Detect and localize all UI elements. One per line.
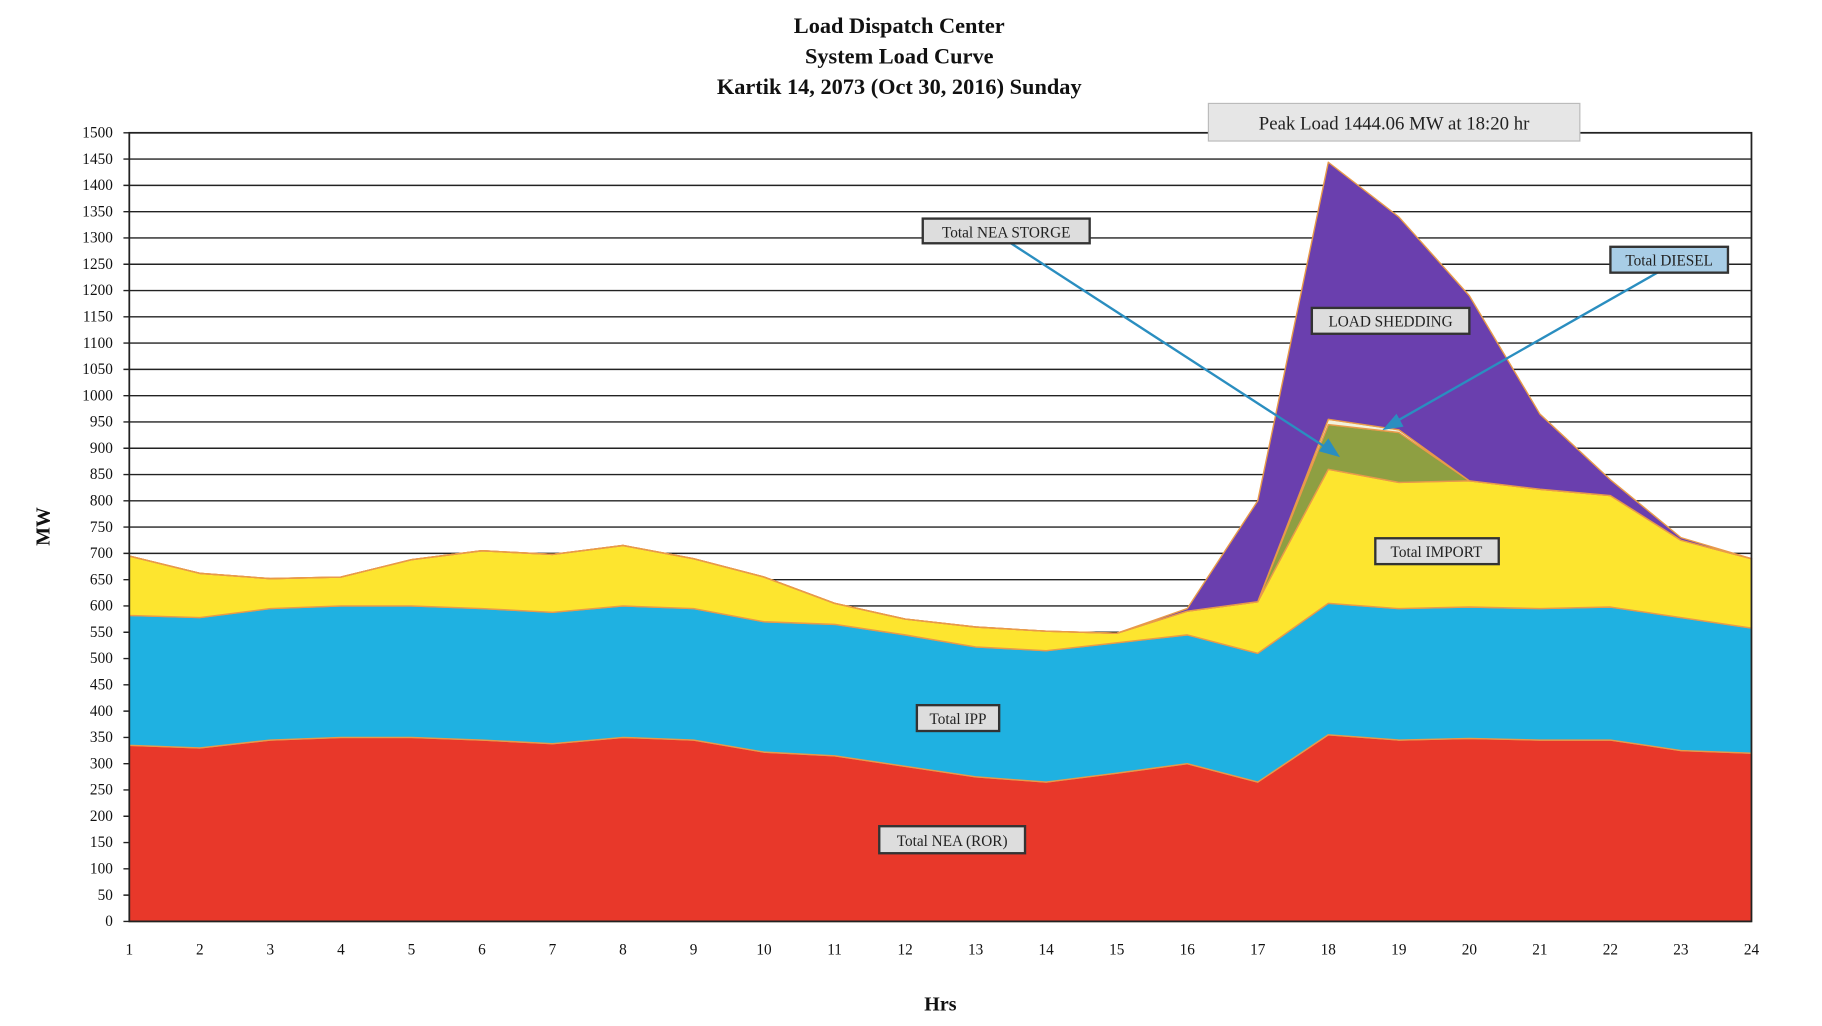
x-tick-label: 16 xyxy=(1180,941,1196,958)
svg-text:Total DIESEL: Total DIESEL xyxy=(1625,253,1713,270)
x-tick-label: 22 xyxy=(1603,941,1618,958)
y-tick-label: 1300 xyxy=(82,230,113,247)
chart-title-line-2: System Load Curve xyxy=(805,43,994,68)
x-tick-label: 2 xyxy=(196,941,204,958)
x-tick-label: 14 xyxy=(1039,941,1055,958)
diesel-arrowhead xyxy=(1382,413,1404,431)
svg-text:Total IMPORT: Total IMPORT xyxy=(1391,544,1483,561)
x-tick-label: 24 xyxy=(1744,941,1760,958)
storage-arrow xyxy=(1010,242,1336,455)
x-tick-label: 11 xyxy=(827,941,842,958)
y-tick-label: 950 xyxy=(90,414,113,431)
label-ror: Total NEA (ROR) xyxy=(878,825,1027,855)
peak-load-callout: Peak Load 1444.06 MW at 18:20 hr xyxy=(1207,102,1581,142)
plot-frame xyxy=(128,131,1753,923)
y-tick-label: 50 xyxy=(98,887,114,904)
y-tick-label: 1400 xyxy=(82,177,113,194)
x-axis-label: Hrs xyxy=(924,994,956,1016)
y-tick-label: 650 xyxy=(90,571,113,588)
x-tick-label: 12 xyxy=(897,941,912,958)
x-tick-label: 7 xyxy=(549,941,557,958)
y-tick-label: 500 xyxy=(90,650,113,667)
x-tick-label: 15 xyxy=(1109,941,1125,958)
y-tick-label: 1350 xyxy=(82,203,113,220)
y-tick-label: 150 xyxy=(90,834,113,851)
label-import: Total IMPORT xyxy=(1374,537,1500,566)
y-tick-label: 1200 xyxy=(82,282,113,299)
y-tick-label: 0 xyxy=(105,913,113,930)
y-tick-label: 900 xyxy=(90,440,113,457)
x-tick-label: 21 xyxy=(1532,941,1547,958)
label-storage: Total NEA STORGE xyxy=(921,217,1091,245)
label-ipp: Total IPP xyxy=(915,703,1001,733)
storage-arrowhead xyxy=(1318,438,1341,458)
label-load-shedding: LOAD SHEDDING xyxy=(1310,306,1471,335)
y-axis-label: MW xyxy=(32,507,54,546)
y-tick-label: 400 xyxy=(90,703,113,720)
x-tick-label: 23 xyxy=(1673,941,1689,958)
y-tick-label: 1450 xyxy=(82,151,113,168)
x-tick-label: 8 xyxy=(619,941,627,958)
x-tick-label: 6 xyxy=(478,941,486,958)
chart-title-line-3: Kartik 14, 2073 (Oct 30, 2016) Sunday xyxy=(717,74,1082,99)
y-tick-label: 1050 xyxy=(82,361,113,378)
x-tick-label: 1 xyxy=(125,941,133,958)
svg-text:Total IPP: Total IPP xyxy=(930,711,987,728)
y-tick-label: 250 xyxy=(90,782,113,799)
chart-title-line-1: Load Dispatch Center xyxy=(794,13,1005,38)
x-tick-label: 9 xyxy=(690,941,698,958)
y-tick-label: 1500 xyxy=(82,125,113,142)
y-tick-label: 100 xyxy=(90,861,113,878)
y-tick-label: 850 xyxy=(90,466,113,483)
y-tick-label: 550 xyxy=(90,624,113,641)
y-tick-label: 1000 xyxy=(82,387,113,404)
svg-text:Total NEA STORGE: Total NEA STORGE xyxy=(942,224,1070,241)
y-tick-label: 800 xyxy=(90,493,113,510)
x-tick-label: 3 xyxy=(267,941,275,958)
y-tick-label: 1100 xyxy=(83,335,113,352)
x-tick-label: 20 xyxy=(1462,941,1478,958)
svg-text:Total NEA (ROR): Total NEA (ROR) xyxy=(897,833,1008,850)
y-tick-label: 1250 xyxy=(82,256,113,273)
diesel-arrow xyxy=(1386,271,1659,428)
label-diesel: Total DIESEL xyxy=(1609,245,1730,274)
x-tick-label: 10 xyxy=(756,941,772,958)
x-tick-label: 17 xyxy=(1250,941,1266,958)
svg-text:Peak Load 1444.06 MW at 18:20: Peak Load 1444.06 MW at 18:20 hr xyxy=(1259,113,1530,134)
y-tick-label: 750 xyxy=(90,519,113,536)
y-tick-label: 350 xyxy=(90,729,113,746)
x-tick-label: 19 xyxy=(1391,941,1406,958)
y-tick-label: 700 xyxy=(90,545,113,562)
y-tick-label: 600 xyxy=(90,598,113,615)
x-tick-label: 18 xyxy=(1321,941,1337,958)
x-tick-label: 4 xyxy=(337,941,345,958)
svg-text:LOAD SHEDDING: LOAD SHEDDING xyxy=(1328,314,1452,331)
y-tick-label: 300 xyxy=(90,755,113,772)
y-tick-label: 200 xyxy=(90,808,113,825)
x-tick-label: 13 xyxy=(968,941,984,958)
y-tick-label: 450 xyxy=(90,677,113,694)
x-tick-label: 5 xyxy=(408,941,416,958)
y-tick-label: 1150 xyxy=(83,309,113,326)
